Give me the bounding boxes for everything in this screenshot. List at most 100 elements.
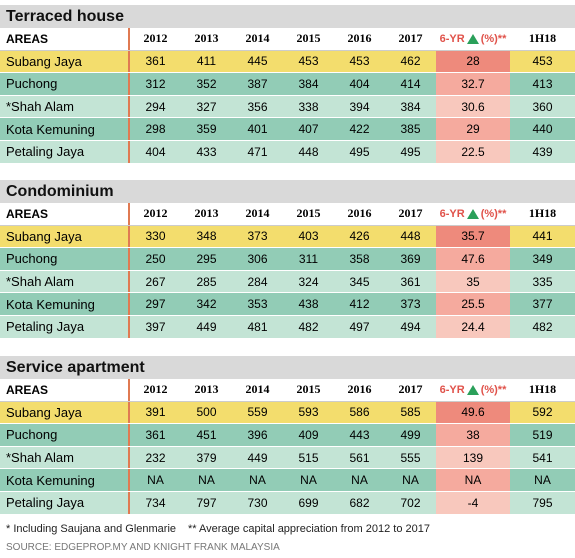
- cell: 411: [196, 54, 217, 69]
- cell: NA: [198, 473, 215, 488]
- cell: NA: [300, 473, 317, 488]
- cell: 311: [298, 251, 319, 266]
- cell: 232: [145, 450, 166, 465]
- cell: *Shah Alam: [0, 270, 130, 293]
- cell: 412: [349, 297, 370, 312]
- cell: 373: [247, 229, 268, 244]
- header-text: (%)**: [480, 207, 507, 220]
- cell: 49.6: [436, 401, 510, 424]
- header-row: AREAS 2012 2013 2014 2015 2016 2017 6-YR (%)** 1H…: [0, 379, 575, 402]
- header-cell: 2012: [143, 382, 168, 397]
- cell: 29: [436, 118, 510, 140]
- cell: 250: [145, 251, 166, 266]
- cell: 324: [298, 274, 319, 289]
- section-title: Service apartment: [0, 356, 575, 379]
- cell: 445: [247, 54, 268, 69]
- cell: 24.4: [436, 315, 510, 338]
- data-row: Kota Kemuning 297 342 353 438 412 373 25.5 377: [0, 293, 575, 316]
- cell: 422: [349, 122, 370, 137]
- cell: 797: [196, 495, 217, 510]
- footnote: ** Average capital appreciation from 201…: [188, 523, 430, 535]
- cell: 494: [400, 319, 421, 334]
- source: SOURCE: EDGEPROP.MY AND KNIGHT FRANK MAL…: [6, 542, 280, 553]
- cell: 356: [247, 99, 268, 114]
- cell: 361: [145, 54, 166, 69]
- header-cell: 2015: [296, 206, 321, 221]
- cell: 361: [400, 274, 421, 289]
- cell: 396: [247, 427, 268, 442]
- data-row: Subang Jaya 361 411 445 453 453 462 28 453: [0, 50, 575, 74]
- header-cell: 2013: [194, 206, 219, 221]
- cell: 441: [532, 229, 553, 244]
- header-cell: 2012: [143, 31, 168, 46]
- cell: 358: [349, 251, 370, 266]
- cell: Petaling Jaya: [0, 140, 130, 163]
- cell: 352: [196, 76, 217, 91]
- cell: Subang Jaya: [0, 401, 130, 424]
- cell: Kota Kemuning: [0, 118, 130, 140]
- cell: 306: [247, 251, 268, 266]
- header-cell: 6-YR (%)**: [436, 28, 510, 50]
- cell: 35.7: [436, 225, 510, 248]
- data-row: Subang Jaya 391 500 559 593 586 585 49.6 592: [0, 401, 575, 425]
- cell: Puchong: [0, 424, 130, 446]
- cell: 795: [532, 495, 553, 510]
- header-cell: 2013: [194, 31, 219, 46]
- cell: 555: [400, 450, 421, 465]
- cell: 515: [298, 450, 319, 465]
- header-cell: 2012: [143, 206, 168, 221]
- cell: 384: [298, 76, 319, 91]
- cell: 449: [247, 450, 268, 465]
- cell: NA: [436, 469, 510, 491]
- cell: 353: [247, 297, 268, 312]
- cell: 30.6: [436, 95, 510, 118]
- cell: 481: [247, 319, 268, 334]
- cell: 342: [196, 297, 217, 312]
- data-row: Kota Kemuning 298 359 401 407 422 385 29 440: [0, 118, 575, 141]
- cell: 448: [298, 144, 319, 159]
- cell: *Shah Alam: [0, 446, 130, 469]
- cell: 404: [349, 76, 370, 91]
- header-cell: 2017: [398, 31, 423, 46]
- header-text: (%)**: [480, 32, 507, 45]
- cell: 379: [196, 450, 217, 465]
- header-row: AREAS 2012 2013 2014 2015 2016 2017 6-YR (%)** 1H…: [0, 203, 575, 226]
- cell: 407: [298, 122, 319, 137]
- cell: 377: [532, 297, 553, 312]
- cell: 32.7: [436, 73, 510, 95]
- cell: 414: [400, 76, 421, 91]
- cell: 449: [196, 319, 217, 334]
- header-cell: AREAS: [0, 203, 130, 225]
- cell: 593: [298, 405, 319, 420]
- cell: 500: [196, 405, 217, 420]
- cell: 682: [349, 495, 370, 510]
- cell: 297: [145, 297, 166, 312]
- cell: 409: [298, 427, 319, 442]
- cell: 495: [400, 144, 421, 159]
- cell: *Shah Alam: [0, 95, 130, 118]
- header-cell: 6-YR (%)**: [436, 379, 510, 401]
- cell: 360: [532, 99, 553, 114]
- section-title: Terraced house: [0, 5, 575, 28]
- cell: 327: [196, 99, 217, 114]
- cell: 298: [145, 122, 166, 137]
- cell: 585: [400, 405, 421, 420]
- cell: NA: [351, 473, 368, 488]
- cell: 586: [349, 405, 370, 420]
- cell: 25.5: [436, 293, 510, 315]
- up-arrow-icon: [466, 33, 479, 44]
- up-arrow-icon: [466, 384, 479, 395]
- header-cell: 6-YR (%)**: [436, 203, 510, 225]
- data-row: Subang Jaya 330 348 373 403 426 448 35.7 441: [0, 225, 575, 249]
- header-cell: 2015: [296, 31, 321, 46]
- cell: 330: [145, 229, 166, 244]
- cell: 401: [247, 122, 268, 137]
- header-cell: 2013: [194, 382, 219, 397]
- cell: 285: [196, 274, 217, 289]
- cell: 440: [532, 122, 553, 137]
- header-cell: 2014: [245, 206, 270, 221]
- cell: -4: [436, 491, 510, 514]
- data-row: Puchong 361 451 396 409 443 499 38 519: [0, 424, 575, 447]
- header-cell: 2017: [398, 382, 423, 397]
- cell: 413: [532, 76, 553, 91]
